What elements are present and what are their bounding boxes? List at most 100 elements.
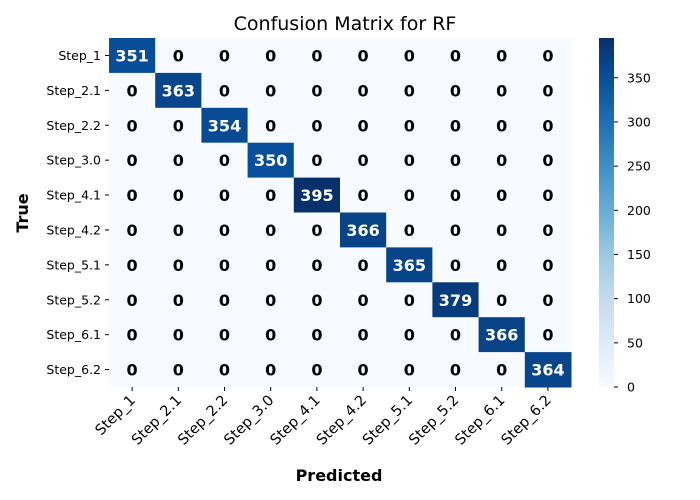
cell-value-label: 0 bbox=[265, 46, 276, 65]
cell-value-label: 0 bbox=[404, 291, 415, 310]
cell-value-label: 0 bbox=[127, 151, 138, 170]
cell-value-label: 0 bbox=[542, 291, 553, 310]
cell-value-label: 0 bbox=[127, 361, 138, 380]
cell-value-label: 0 bbox=[542, 326, 553, 345]
heatmap-cell bbox=[201, 177, 249, 213]
heatmap-cell bbox=[432, 352, 480, 388]
heatmap-cell bbox=[340, 282, 387, 318]
cell-value-label: 363 bbox=[162, 81, 195, 100]
cell-value-label: 0 bbox=[404, 221, 415, 240]
cell-value-label: 0 bbox=[404, 361, 415, 380]
heatmap-cell bbox=[340, 177, 387, 213]
y-tick-labels: Step_1 Step_2.1 Step_2.2 Step_3.0 Step_4.1 St… bbox=[46, 48, 109, 377]
cell-value-label: 365 bbox=[393, 256, 426, 275]
heatmap-cell bbox=[155, 352, 202, 388]
heatmap-cell bbox=[524, 247, 572, 283]
cell-value-label: 0 bbox=[404, 151, 415, 170]
y-tick-label: Step_4.1 bbox=[46, 188, 101, 203]
heatmap-cell bbox=[386, 142, 433, 179]
heatmap-cell bbox=[155, 317, 202, 353]
cell-value-label: 0 bbox=[542, 186, 553, 205]
colorbar-tick-label: 100 bbox=[627, 291, 651, 306]
cell-value-label: 0 bbox=[265, 326, 276, 345]
heatmap-cell bbox=[478, 212, 526, 248]
heatmap-cell bbox=[340, 352, 387, 388]
y-tick-label: Step_6.1 bbox=[46, 327, 101, 342]
heatmap-cell bbox=[155, 107, 202, 144]
cell-value-label: 0 bbox=[496, 81, 507, 100]
cell-value-label: 0 bbox=[127, 81, 138, 100]
heatmap-cell bbox=[524, 142, 572, 179]
cell-value-label: 0 bbox=[311, 116, 322, 135]
heatmap-cell bbox=[293, 72, 341, 109]
cell-value-label: 0 bbox=[265, 116, 276, 135]
heatmap-cell bbox=[109, 107, 156, 144]
cell-value-label: 0 bbox=[173, 221, 184, 240]
y-tick-label: Step_2.2 bbox=[46, 118, 101, 133]
cell-value-label: 0 bbox=[127, 326, 138, 345]
cell-value-label: 0 bbox=[404, 46, 415, 65]
cell-value-label: 0 bbox=[311, 361, 322, 380]
heatmap-cell bbox=[293, 38, 341, 74]
y-tick-label: Step_6.2 bbox=[46, 362, 101, 377]
colorbar-tick-label: 200 bbox=[627, 203, 651, 218]
heatmap-cell bbox=[247, 212, 295, 248]
cell-value-label: 0 bbox=[496, 291, 507, 310]
cell-value-label: 0 bbox=[219, 326, 230, 345]
cell-value-label: 0 bbox=[219, 361, 230, 380]
heatmap-cell bbox=[201, 352, 249, 388]
heatmap-cell bbox=[247, 38, 295, 74]
cell-value-label: 0 bbox=[358, 151, 369, 170]
x-tick-label: Step_6.1 bbox=[452, 393, 508, 449]
heatmap-cell bbox=[109, 352, 156, 388]
heatmap-cell bbox=[109, 72, 156, 109]
x-tick-label: Step_4.1 bbox=[268, 393, 324, 449]
heatmap-cell bbox=[478, 352, 526, 388]
cell-value-label: 0 bbox=[358, 326, 369, 345]
cell-value-label: 0 bbox=[219, 291, 230, 310]
heatmap-cell bbox=[109, 38, 156, 74]
heatmap-cell bbox=[340, 107, 387, 144]
cell-value-label: 0 bbox=[265, 291, 276, 310]
heatmap-cell bbox=[293, 352, 341, 388]
cell-value-label: 0 bbox=[542, 256, 553, 275]
heatmap-cell bbox=[201, 142, 249, 179]
cell-value-label: 0 bbox=[265, 361, 276, 380]
cell-value-label: 364 bbox=[531, 361, 564, 380]
y-tick-label: Step_3.0 bbox=[46, 153, 101, 168]
cell-value-label: 0 bbox=[496, 221, 507, 240]
cell-value-label: 0 bbox=[173, 186, 184, 205]
cell-value-label: 0 bbox=[173, 116, 184, 135]
cell-value-label: 0 bbox=[173, 326, 184, 345]
cell-value-label: 395 bbox=[300, 186, 333, 205]
heatmap-cell bbox=[201, 282, 249, 318]
heatmap-cell bbox=[155, 38, 202, 74]
heatmap-cell bbox=[247, 282, 295, 318]
cell-value-label: 351 bbox=[115, 46, 148, 65]
heatmap-cell bbox=[247, 317, 295, 353]
x-tick-label: Step_3.0 bbox=[221, 393, 277, 449]
cell-value-label: 0 bbox=[173, 46, 184, 65]
heatmap-cell bbox=[386, 212, 433, 248]
cell-value-label: 0 bbox=[496, 256, 507, 275]
cell-value-label: 0 bbox=[219, 256, 230, 275]
colorbar-tick-label: 300 bbox=[627, 114, 651, 129]
cell-value-label: 0 bbox=[542, 221, 553, 240]
heatmap-cell bbox=[524, 212, 572, 248]
cell-value-label: 0 bbox=[358, 186, 369, 205]
heatmap-cell bbox=[386, 177, 433, 213]
cell-value-label: 0 bbox=[219, 221, 230, 240]
cell-value-label: 0 bbox=[173, 256, 184, 275]
heatmap-cell bbox=[478, 38, 526, 74]
cell-value-label: 0 bbox=[311, 46, 322, 65]
cell-value-label: 0 bbox=[450, 151, 461, 170]
heatmap-cell bbox=[524, 282, 572, 318]
heatmap-cell bbox=[478, 107, 526, 144]
cell-value-label: 0 bbox=[358, 291, 369, 310]
heatmap-cell bbox=[478, 282, 526, 318]
heatmap-cell bbox=[478, 142, 526, 179]
cell-value-label: 0 bbox=[311, 221, 322, 240]
cell-value-label: 0 bbox=[311, 326, 322, 345]
y-axis-label: True bbox=[13, 193, 32, 232]
